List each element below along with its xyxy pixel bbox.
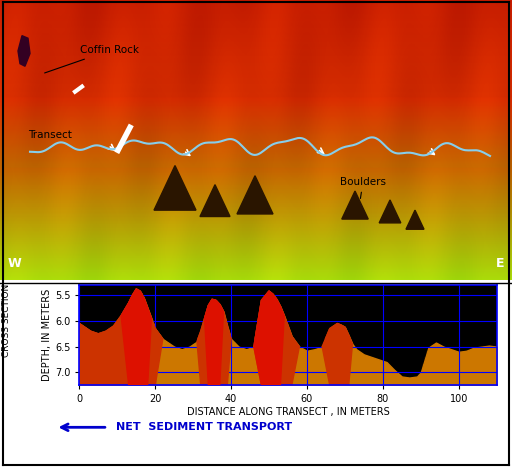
Text: Coffin Rock: Coffin Rock [45, 45, 139, 73]
Polygon shape [406, 210, 424, 229]
Text: Transect: Transect [28, 129, 72, 140]
Polygon shape [200, 184, 230, 217]
Polygon shape [342, 191, 368, 219]
Polygon shape [18, 35, 30, 66]
Y-axis label: DEPTH, IN METERS: DEPTH, IN METERS [42, 289, 52, 381]
Text: E: E [496, 257, 504, 270]
Text: Boulders: Boulders [340, 177, 386, 198]
Text: NET  SEDIMENT TRANSPORT: NET SEDIMENT TRANSPORT [117, 422, 292, 432]
Text: W: W [8, 257, 22, 270]
X-axis label: DISTANCE ALONG TRANSECT , IN METERS: DISTANCE ALONG TRANSECT , IN METERS [187, 407, 389, 417]
Polygon shape [379, 200, 401, 223]
Text: CROSS SECTION: CROSS SECTION [2, 283, 11, 357]
Polygon shape [154, 166, 196, 210]
Polygon shape [237, 176, 273, 214]
